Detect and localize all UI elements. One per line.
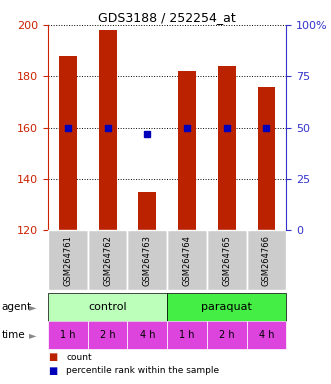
Text: GSM264762: GSM264762 xyxy=(103,235,112,286)
Text: GSM264766: GSM264766 xyxy=(262,235,271,286)
Bar xyxy=(48,230,88,290)
Bar xyxy=(59,56,77,230)
Bar xyxy=(207,321,247,349)
Text: ■: ■ xyxy=(48,352,57,362)
Bar xyxy=(207,230,247,290)
Text: GSM264763: GSM264763 xyxy=(143,235,152,286)
Bar xyxy=(218,66,236,230)
Bar xyxy=(88,230,127,290)
Text: 1 h: 1 h xyxy=(179,330,195,341)
Text: control: control xyxy=(88,301,127,312)
Bar xyxy=(247,321,286,349)
Text: ►: ► xyxy=(29,301,37,312)
Text: GSM264764: GSM264764 xyxy=(182,235,192,286)
Bar xyxy=(178,71,196,230)
Text: GSM264761: GSM264761 xyxy=(63,235,72,286)
Bar xyxy=(258,86,275,230)
Bar xyxy=(167,293,286,321)
Text: ■: ■ xyxy=(48,366,57,376)
Bar xyxy=(127,230,167,290)
Text: ►: ► xyxy=(29,330,37,341)
Text: 2 h: 2 h xyxy=(100,330,116,341)
Bar xyxy=(167,321,207,349)
Text: GSM264765: GSM264765 xyxy=(222,235,231,286)
Bar xyxy=(48,321,88,349)
Bar xyxy=(48,293,167,321)
Bar xyxy=(167,230,207,290)
Title: GDS3188 / 252254_at: GDS3188 / 252254_at xyxy=(98,11,236,24)
Bar xyxy=(99,30,117,230)
Bar xyxy=(127,321,167,349)
Text: 2 h: 2 h xyxy=(219,330,235,341)
Text: 4 h: 4 h xyxy=(140,330,155,341)
Text: paraquat: paraquat xyxy=(201,301,252,312)
Bar xyxy=(138,192,156,230)
Text: time: time xyxy=(2,330,25,341)
Bar xyxy=(247,230,286,290)
Text: count: count xyxy=(66,353,92,362)
Text: agent: agent xyxy=(2,301,32,312)
Text: 4 h: 4 h xyxy=(259,330,274,341)
Text: percentile rank within the sample: percentile rank within the sample xyxy=(66,366,219,375)
Text: 1 h: 1 h xyxy=(60,330,75,341)
Bar xyxy=(88,321,127,349)
